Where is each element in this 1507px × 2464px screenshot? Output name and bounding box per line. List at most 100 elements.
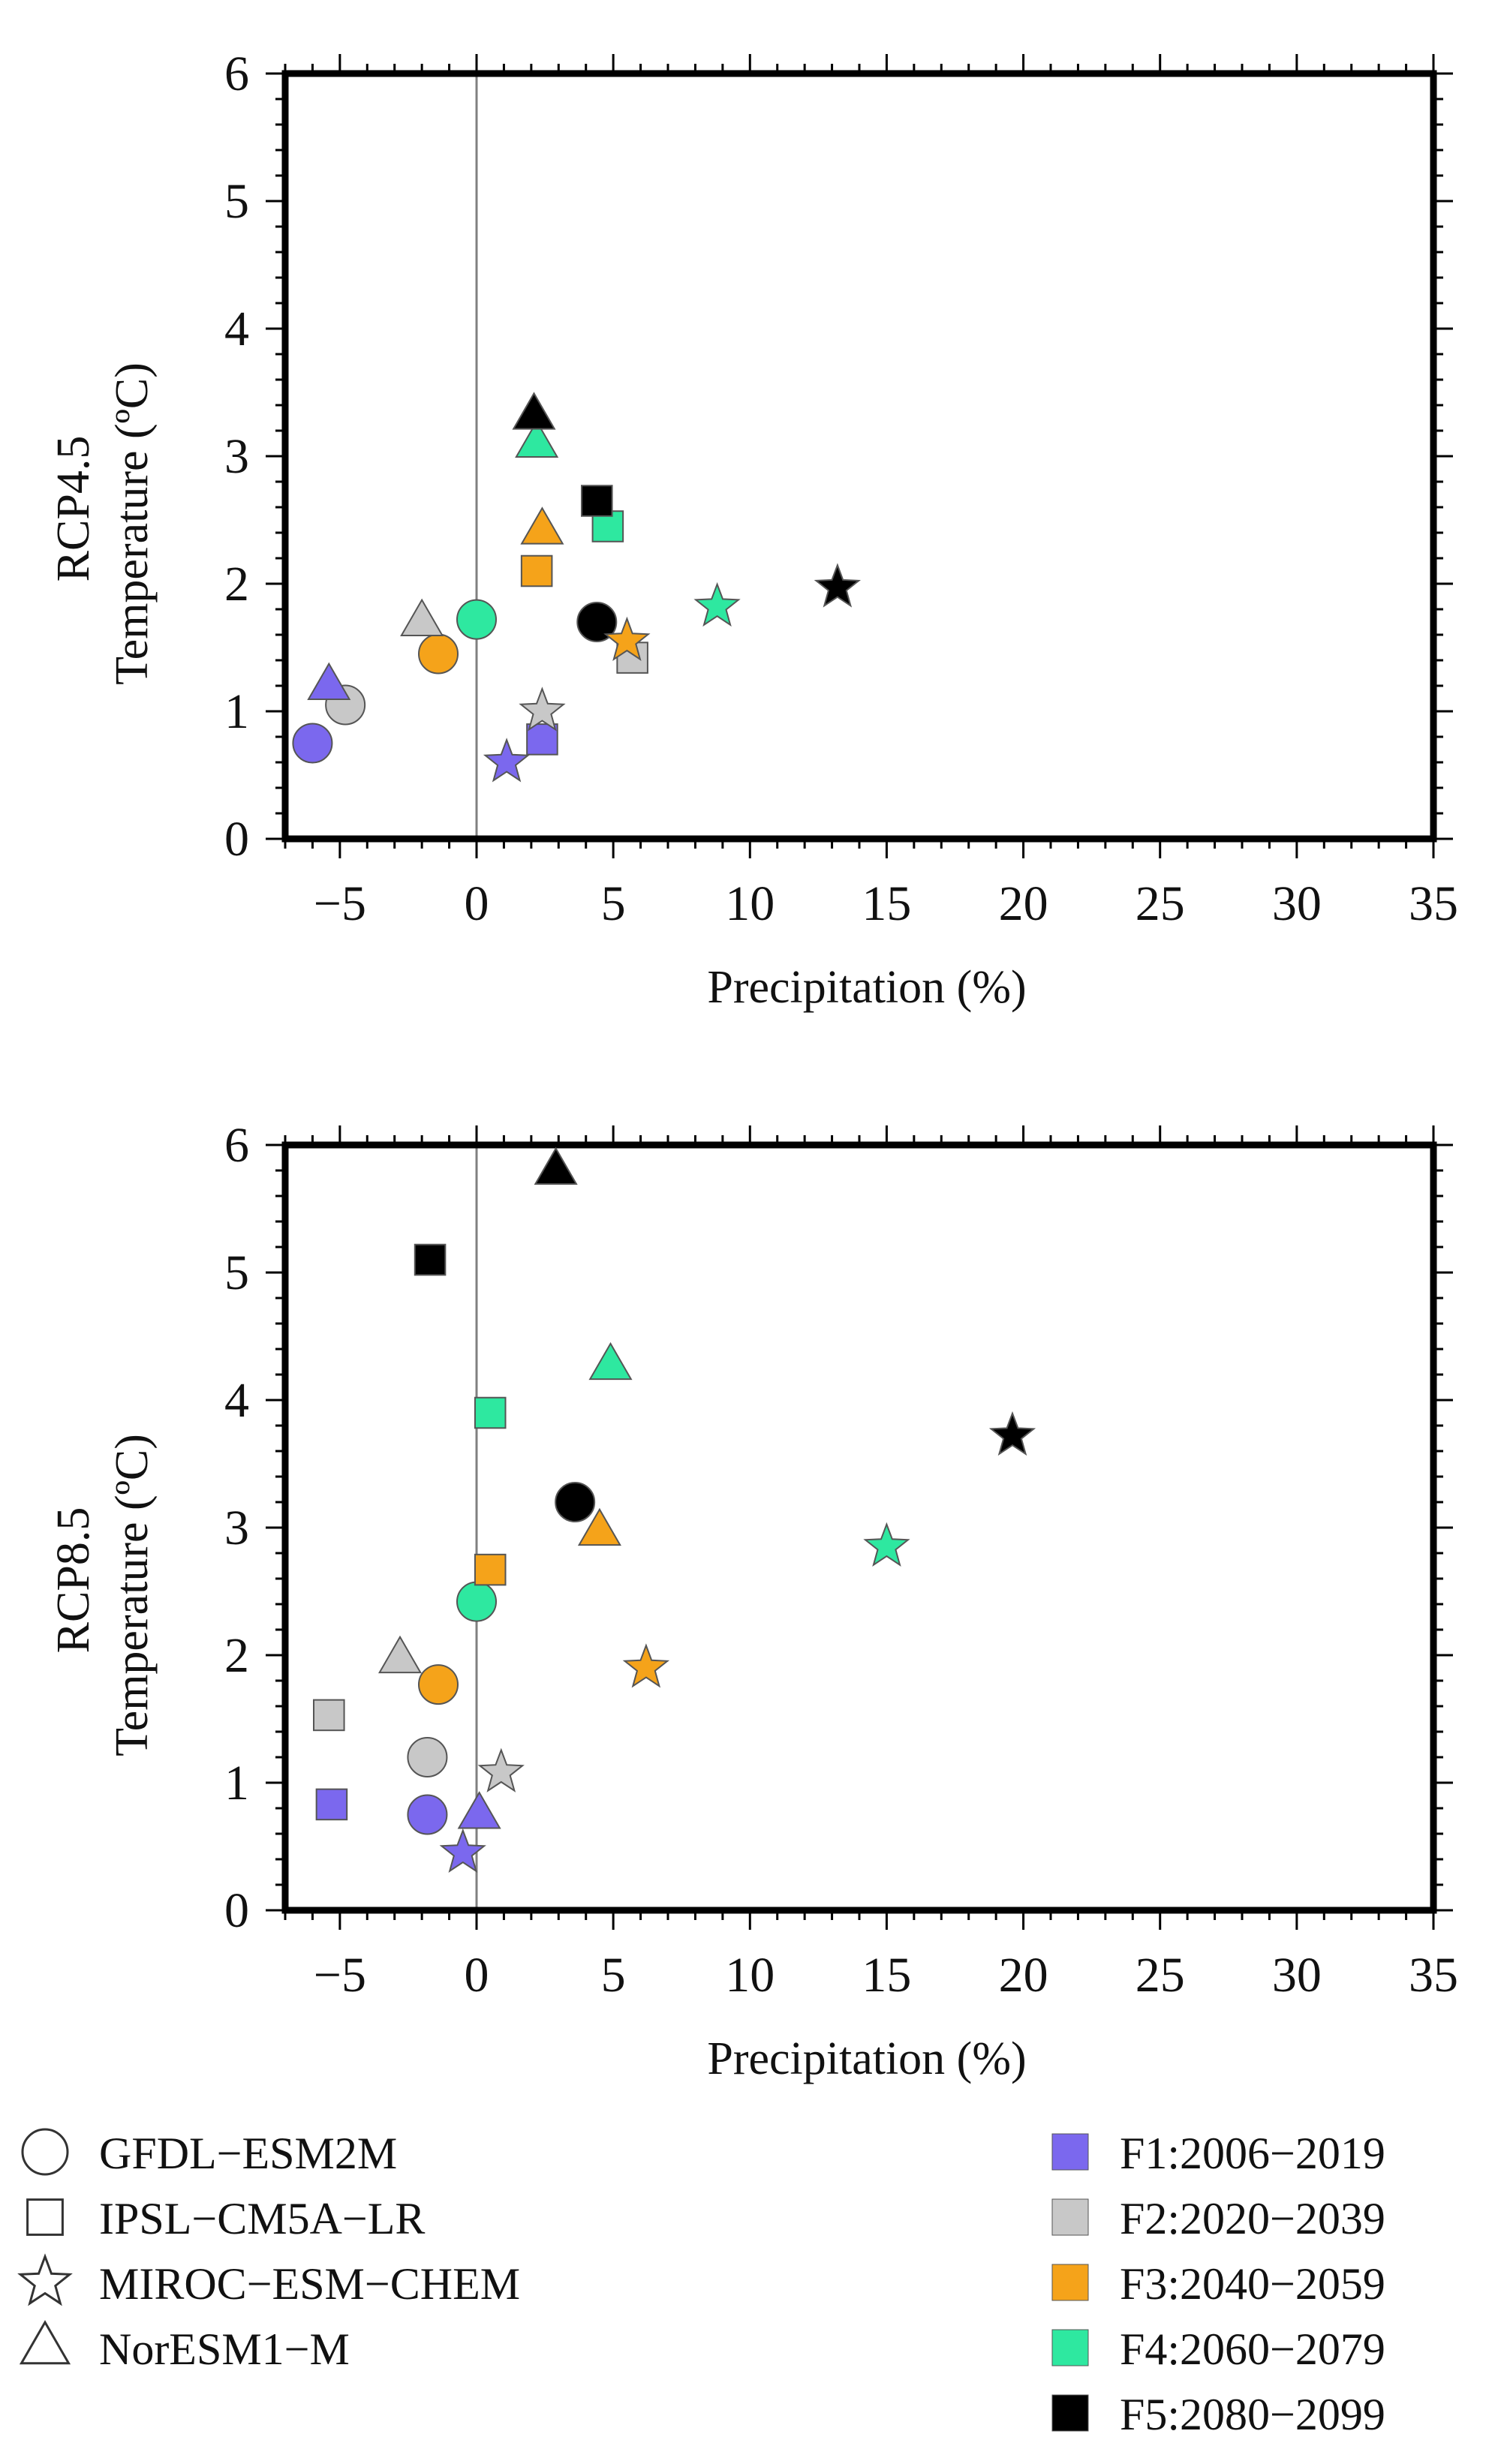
point-noresm-f4 — [588, 1342, 633, 1381]
x-tick-label: 0 — [465, 1948, 489, 2003]
y-tick-label: 6 — [224, 47, 249, 101]
plot-frame — [281, 70, 1437, 843]
x-axis-title: Precipitation (%) — [707, 962, 1026, 1013]
row-label: RCP8.5 — [48, 1507, 99, 1654]
legend-swatch-f1 — [1051, 2133, 1089, 2171]
y-tick-label: 1 — [224, 1756, 249, 1810]
x-tick-label: 25 — [1136, 1948, 1185, 2003]
x-tick-label: 5 — [601, 1948, 626, 2003]
y-axis-title: Temperature (ºC) — [107, 362, 158, 685]
y-tick-label: 5 — [224, 174, 249, 229]
scatter-points — [292, 392, 862, 783]
point-miroc-f2 — [519, 687, 566, 732]
point-noresm-f5 — [534, 1146, 578, 1185]
y-tick-label: 2 — [224, 1628, 249, 1683]
y-tick-label: 0 — [224, 1883, 249, 1938]
x-tick-label: 20 — [999, 1948, 1048, 2003]
scatter-points — [313, 1146, 1036, 1874]
point-miroc-f5 — [814, 563, 862, 608]
x-tick-label: 15 — [862, 876, 911, 931]
y-tick-label: 1 — [224, 684, 249, 739]
y-tick-label: 2 — [224, 557, 249, 611]
point-noresm-f3 — [520, 506, 564, 545]
x-tick-label: −5 — [314, 876, 366, 931]
point-miroc-f1 — [483, 738, 531, 783]
legend-label-ipsl: IPSL−CM5A−LR — [99, 2194, 425, 2243]
legend: GFDL−ESM2M IPSL−CM5A−LR MIROC−ESM−CHEM NorE… — [17, 2128, 1385, 2439]
point-miroc-f2 — [477, 1747, 525, 1792]
legend-marker-noresm — [19, 2320, 71, 2365]
point-gfdl-f1 — [407, 1794, 448, 1835]
point-miroc-f5 — [988, 1411, 1036, 1456]
point-gfdl-f5 — [576, 602, 618, 642]
legend-label-noresm: NorESM1−M — [99, 2324, 350, 2374]
x-tick-label: 15 — [862, 1948, 911, 2003]
point-gfdl-f2 — [407, 1737, 448, 1777]
legend-swatch-f5 — [1051, 2394, 1089, 2432]
point-ipsl-f5 — [414, 1243, 447, 1276]
point-gfdl-f3 — [418, 1664, 459, 1705]
point-gfdl-f3 — [418, 633, 459, 675]
point-ipsl-f1 — [315, 1788, 348, 1821]
y-tick-label: 3 — [224, 429, 249, 484]
legend-label-f4: F4:2060−2079 — [1120, 2324, 1385, 2374]
x-axis-title: Precipitation (%) — [707, 2033, 1026, 2084]
panel-rcp45: −5 0 5 10 15 20 25 30 35 0 1 2 3 4 5 6 Precipitation (%)… — [48, 47, 1458, 1013]
y-tick-label: 4 — [224, 1373, 249, 1428]
y-tick-label: 3 — [224, 1501, 249, 1555]
point-gfdl-f5 — [555, 1482, 596, 1522]
x-tick-label: 10 — [725, 1948, 775, 2003]
point-ipsl-f1 — [526, 723, 558, 756]
x-tick-label: 25 — [1136, 876, 1185, 931]
legend-marker-miroc — [17, 2253, 73, 2306]
point-noresm-f5 — [512, 392, 556, 430]
y-axis-title: Temperature (ºC) — [107, 1434, 158, 1756]
x-tick-label: 35 — [1409, 1948, 1458, 2003]
y-tick-label: 5 — [224, 1246, 249, 1300]
row-label: RCP4.5 — [48, 436, 99, 582]
point-miroc-f3 — [622, 1643, 670, 1688]
point-ipsl-f3 — [520, 554, 553, 587]
x-tick-label: 5 — [601, 876, 626, 931]
y-tick-label: 0 — [224, 812, 249, 867]
point-ipsl-f2 — [313, 1699, 345, 1732]
point-noresm-f3 — [577, 1507, 621, 1546]
point-miroc-f3 — [603, 616, 651, 662]
point-ipsl-f4 — [474, 1396, 507, 1429]
y-tick-label: 4 — [224, 302, 249, 356]
point-ipsl-f3 — [474, 1553, 507, 1586]
x-tick-label: 0 — [465, 876, 489, 931]
legend-marker-ipsl — [26, 2198, 64, 2236]
x-tick-label: 30 — [1272, 876, 1322, 931]
x-tick-label: 20 — [999, 876, 1048, 931]
point-gfdl-f1 — [292, 723, 333, 764]
legend-label-f5: F5:2080−2099 — [1120, 2390, 1385, 2439]
point-noresm-f1 — [307, 662, 351, 700]
plot-frame — [281, 1141, 1437, 1914]
point-noresm-f4 — [515, 419, 559, 458]
point-miroc-f1 — [439, 1828, 486, 1874]
legend-swatch-f4 — [1051, 2329, 1089, 2366]
x-tick-label: 35 — [1409, 876, 1458, 931]
point-ipsl-f5 — [581, 485, 613, 517]
point-gfdl-f4 — [456, 1581, 497, 1622]
x-tick-label: 30 — [1272, 1948, 1322, 2003]
legend-swatch-f3 — [1051, 2264, 1089, 2301]
legend-label-miroc: MIROC−ESM−CHEM — [99, 2259, 520, 2309]
y-tick-label: 6 — [224, 1118, 249, 1173]
legend-label-f1: F1:2006−2019 — [1120, 2129, 1385, 2178]
x-tick-label: −5 — [314, 1948, 366, 2003]
x-tick-label: 10 — [725, 876, 775, 931]
legend-swatch-f2 — [1051, 2198, 1089, 2236]
point-miroc-f4 — [693, 581, 741, 627]
legend-label-f3: F3:2040−2059 — [1120, 2259, 1385, 2309]
legend-marker-gfdl — [21, 2128, 69, 2176]
panel-rcp85: −5 0 5 10 15 20 25 30 35 0 1 2 3 4 5 6 Precipitation (%)… — [48, 1118, 1458, 2084]
point-noresm-f1 — [457, 1791, 501, 1829]
legend-label-gfdl: GFDL−ESM2M — [99, 2129, 397, 2178]
point-gfdl-f4 — [456, 599, 497, 640]
legend-label-f2: F2:2020−2039 — [1120, 2194, 1385, 2243]
point-noresm-f2 — [378, 1635, 423, 1674]
point-miroc-f4 — [863, 1522, 910, 1567]
